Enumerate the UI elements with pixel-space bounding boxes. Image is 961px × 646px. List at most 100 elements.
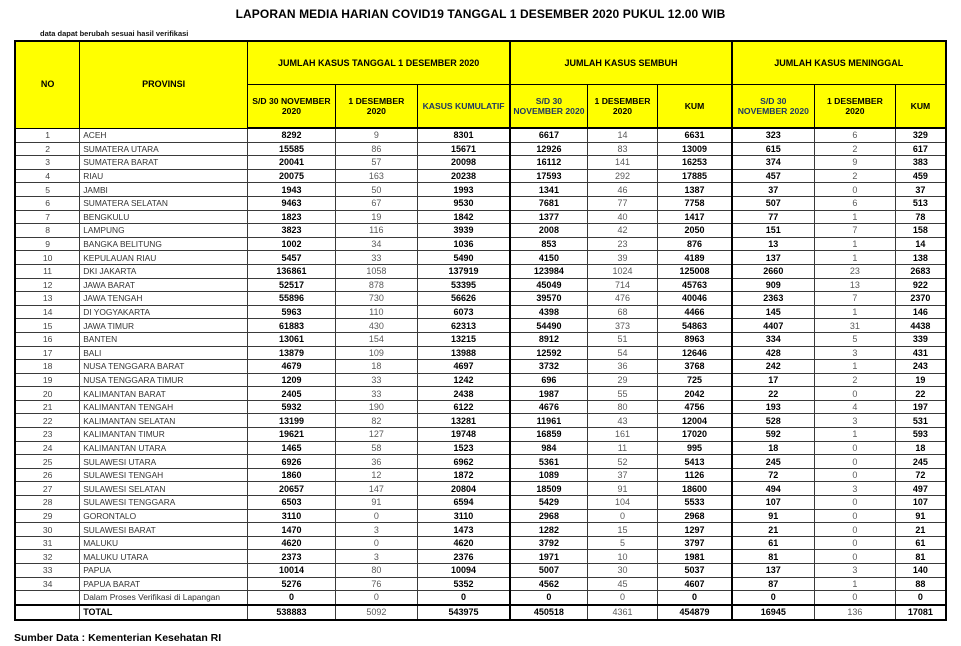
cell-sembuh-1des: 39 xyxy=(586,250,659,265)
cell-sembuh-kum: 17885 xyxy=(657,168,733,184)
cell-meninggal-kum: 107 xyxy=(894,495,947,510)
cell-sembuh-1des: 5 xyxy=(586,535,659,551)
cell-kasus-sd30nov: 6503 xyxy=(246,495,336,510)
cell-meninggal-kum: 81 xyxy=(894,549,947,564)
cell-kasus-sd30nov: 2405 xyxy=(246,386,336,401)
cell-sembuh-kum: 1126 xyxy=(657,467,733,483)
table-row: 6 SUMATERA SELATAN 9463 67 9530 7681 77 7758 507… xyxy=(14,195,947,211)
cell-kasus-1des: 57 xyxy=(334,155,418,170)
cell-kasus-sd30nov: 52517 xyxy=(246,277,336,293)
cell-meninggal-kum: 88 xyxy=(894,576,947,592)
cell-sembuh-1des: 0 xyxy=(586,590,659,606)
cell-kasus-kumulatif: 1473 xyxy=(416,522,511,537)
table-row: 9 BANGKA BELITUNG 1002 34 1036 853 23 876 13 1 14 xyxy=(14,236,947,252)
cell-meninggal-kum: 329 xyxy=(894,127,947,143)
cell-kasus-sd30nov: 4679 xyxy=(246,359,336,374)
source-note: Sumber Data : Kementerian Kesehatan RI xyxy=(14,631,222,644)
cell-kasus-1des: 109 xyxy=(334,345,418,361)
table-row: 5 JAMBI 1943 50 1993 1341 46 1387 37 0 37 xyxy=(14,182,947,197)
cell-meninggal-sd30nov: 374 xyxy=(730,155,815,170)
cell-kasus-kumulatif: 20238 xyxy=(416,168,511,184)
cell-kasus-sd30nov: 5932 xyxy=(246,399,336,415)
cell-meninggal-1des: 0 xyxy=(814,386,896,401)
cell-kasus-kumulatif: 1872 xyxy=(416,467,511,483)
cell-province: RIAU xyxy=(79,168,248,184)
table-row: 12 JAWA BARAT 52517 878 53395 45049 714 45763 90… xyxy=(14,277,947,293)
cell-kasus-kumulatif: 3939 xyxy=(416,223,511,238)
cell-sembuh-1des: 40 xyxy=(586,209,659,225)
cell-no: 16 xyxy=(14,331,81,347)
cell-meninggal-1des: 13 xyxy=(814,277,896,293)
cell-sembuh-kum: 454879 xyxy=(657,603,733,621)
cell-meninggal-1des: 2 xyxy=(814,141,896,157)
cell-meninggal-sd30nov: 0 xyxy=(730,590,815,606)
cell-meninggal-kum: 22 xyxy=(894,386,947,401)
table-body: 1 ACEH 8292 9 8301 6617 14 6631 323 6 329 2 SUMATERA… xyxy=(14,127,947,621)
cell-meninggal-sd30nov: 145 xyxy=(730,304,815,320)
cell-kasus-kumulatif: 6073 xyxy=(416,304,511,320)
subheader-meninggal-1des: 1 DESEMBER 2020 xyxy=(814,84,896,129)
cell-meninggal-1des: 3 xyxy=(814,563,896,578)
cell-kasus-kumulatif: 137919 xyxy=(416,263,511,279)
cell-province: SULAWESI TENGGARA xyxy=(79,495,248,510)
cell-meninggal-sd30nov: 21 xyxy=(730,522,815,537)
table-row: 28 SULAWESI TENGGARA 6503 91 6594 5429 104 5533… xyxy=(14,495,947,510)
cell-meninggal-sd30nov: 494 xyxy=(730,481,815,497)
cell-kasus-1des: 730 xyxy=(334,291,418,306)
cell-meninggal-kum: 2683 xyxy=(894,263,947,279)
cell-meninggal-sd30nov: 137 xyxy=(730,563,815,578)
cell-sembuh-kum: 5413 xyxy=(657,454,733,469)
cell-province: TOTAL xyxy=(79,603,248,621)
cell-kasus-sd30nov: 13879 xyxy=(246,345,336,361)
table-row: 13 JAWA TENGAH 55896 730 56626 39570 476 40046 2… xyxy=(14,291,947,306)
cell-meninggal-kum: 459 xyxy=(894,168,947,184)
cell-sembuh-sd30nov: 984 xyxy=(509,440,588,456)
cell-sembuh-1des: 68 xyxy=(586,304,659,320)
cell-sembuh-kum: 12004 xyxy=(657,413,733,429)
cell-sembuh-kum: 4607 xyxy=(657,576,733,592)
cell-kasus-sd30nov: 55896 xyxy=(246,291,336,306)
cell-sembuh-1des: 51 xyxy=(586,331,659,347)
cell-kasus-1des: 34 xyxy=(334,236,418,252)
cell-kasus-1des: 430 xyxy=(334,318,418,333)
cell-meninggal-kum: 617 xyxy=(894,141,947,157)
cell-sembuh-sd30nov: 4150 xyxy=(509,250,588,265)
cell-meninggal-sd30nov: 245 xyxy=(730,454,815,469)
cell-kasus-sd30nov: 5276 xyxy=(246,576,336,592)
cell-sembuh-1des: 23 xyxy=(586,236,659,252)
cell-kasus-kumulatif: 19748 xyxy=(416,427,511,442)
cell-kasus-kumulatif: 2376 xyxy=(416,549,511,564)
cell-kasus-kumulatif: 2438 xyxy=(416,386,511,401)
cell-sembuh-kum: 16253 xyxy=(657,155,733,170)
cell-meninggal-1des: 0 xyxy=(814,508,896,524)
cell-sembuh-sd30nov: 2968 xyxy=(509,508,588,524)
cell-kasus-sd30nov: 1470 xyxy=(246,522,336,537)
cell-kasus-kumulatif: 1993 xyxy=(416,182,511,197)
cell-meninggal-1des: 1 xyxy=(814,209,896,225)
cell-kasus-kumulatif: 543975 xyxy=(416,603,511,621)
cell-kasus-sd30nov: 20041 xyxy=(246,155,336,170)
group-header-kasus: JUMLAH KASUS TANGGAL 1 DESEMBER 2020 xyxy=(246,40,511,85)
cell-sembuh-kum: 4189 xyxy=(657,250,733,265)
cell-meninggal-kum: 78 xyxy=(894,209,947,225)
table-row: 29 GORONTALO 3110 0 3110 2968 0 2968 91 0 91 xyxy=(14,508,947,524)
cell-no: 12 xyxy=(14,277,81,293)
cell-sembuh-sd30nov: 4562 xyxy=(509,576,588,592)
cell-province: ACEH xyxy=(79,127,248,143)
table-row: 8 LAMPUNG 3823 116 3939 2008 42 2050 151 7 158 xyxy=(14,223,947,238)
cell-sembuh-sd30nov: 1282 xyxy=(509,522,588,537)
cell-kasus-kumulatif: 6122 xyxy=(416,399,511,415)
table-row: 33 PAPUA 10014 80 10094 5007 30 5037 137 3 140 xyxy=(14,563,947,578)
cell-kasus-1des: 33 xyxy=(334,250,418,265)
cell-province: JAWA TIMUR xyxy=(79,318,248,333)
subheader-kasus-kumulatif: KASUS KUMULATIF xyxy=(416,84,511,129)
group-header-sembuh: JUMLAH KASUS SEMBUH xyxy=(509,40,733,85)
cell-meninggal-kum: 497 xyxy=(894,481,947,497)
cell-sembuh-kum: 2968 xyxy=(657,508,733,524)
cell-kasus-1des: 91 xyxy=(334,495,418,510)
table-row: 34 PAPUA BARAT 5276 76 5352 4562 45 4607 87 1 88 xyxy=(14,576,947,592)
cell-kasus-1des: 147 xyxy=(334,481,418,497)
cell-meninggal-1des: 1 xyxy=(814,236,896,252)
cell-meninggal-1des: 1 xyxy=(814,359,896,374)
cell-meninggal-sd30nov: 13 xyxy=(730,236,815,252)
